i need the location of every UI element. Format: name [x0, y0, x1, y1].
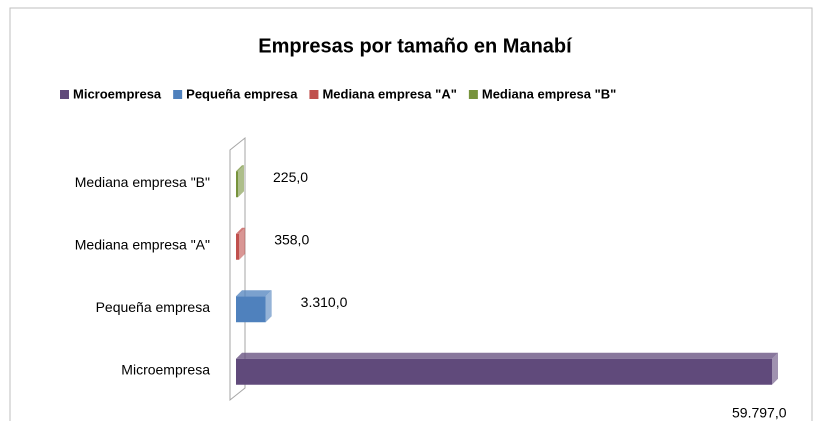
bar-top	[236, 165, 245, 172]
data-label: 3.310,0	[301, 294, 348, 310]
legend-swatch	[173, 90, 183, 99]
legend-label: Pequeña empresa	[186, 86, 298, 101]
legend-label: Microempresa	[73, 86, 162, 101]
bar-top	[236, 352, 778, 359]
legend-label: Mediana empresa "A"	[322, 86, 456, 101]
bar-side	[239, 227, 246, 260]
legend-swatch	[309, 90, 319, 99]
bar-side	[265, 290, 272, 323]
bar-top	[236, 290, 272, 297]
data-label: 225,0	[273, 169, 308, 185]
legend-swatch	[468, 90, 478, 99]
bar	[236, 233, 240, 260]
data-label: 358,0	[274, 231, 309, 247]
chart-border	[9, 7, 813, 421]
legend-label: Mediana empresa "B"	[482, 86, 616, 101]
y-tick-label: Pequeña empresa	[96, 299, 211, 315]
bar	[236, 358, 772, 385]
legend-swatch	[60, 90, 69, 99]
back-wall	[229, 136, 246, 402]
bar	[236, 171, 239, 198]
bar	[236, 296, 266, 323]
bar-side	[772, 352, 778, 385]
bar-top	[236, 227, 246, 234]
y-tick-label: Mediana empresa "A"	[75, 236, 210, 252]
y-tick-label: Mediana empresa "B"	[75, 174, 210, 190]
bar-side	[238, 165, 245, 198]
y-tick-label: Microempresa	[121, 361, 210, 377]
data-label: 59.797,0	[732, 404, 787, 420]
chart-title: Empresas por tamaño en Manabí	[258, 35, 573, 57]
